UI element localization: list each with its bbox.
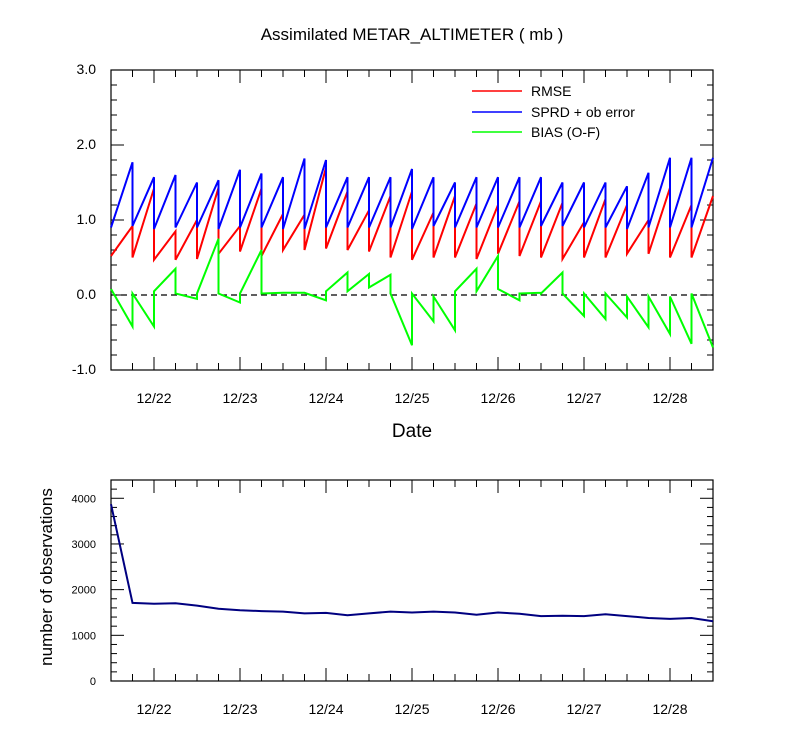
x-tick-label: 12/26 <box>480 701 515 717</box>
bottom-x-tick-labels: 12/22 12/23 12/24 12/25 12/26 12/27 12/28 <box>136 701 687 717</box>
y-tick-label: 1000 <box>72 630 96 642</box>
x-tick-label: 12/23 <box>222 390 257 406</box>
y-tick-label: 2.0 <box>77 136 97 152</box>
y-tick-label: 3000 <box>72 539 96 551</box>
x-tick-label: 12/27 <box>566 390 601 406</box>
y-tick-label: 4000 <box>72 493 96 505</box>
observation-count-line <box>110 503 714 623</box>
x-tick-label: 12/24 <box>308 390 343 406</box>
x-tick-label: 12/24 <box>308 701 343 717</box>
legend: RMSE SPRD + ob error BIAS (O-F) <box>472 83 635 140</box>
bias-line <box>110 238 714 348</box>
x-tick-label: 12/23 <box>222 701 257 717</box>
top-chart-title: Assimilated METAR_ALTIMETER ( mb ) <box>261 25 564 44</box>
y-tick-label: 0 <box>90 676 96 688</box>
x-tick-label: 12/22 <box>136 390 171 406</box>
y-tick-label: 2000 <box>72 585 96 597</box>
top-x-axis-label: Date <box>392 421 432 442</box>
sprd-line <box>110 157 714 230</box>
top-chart: Assimilated METAR_ALTIMETER ( mb ) -1.0 0… <box>72 25 714 442</box>
x-tick-label: 12/26 <box>480 390 515 406</box>
bottom-series-lines <box>110 503 714 623</box>
x-tick-label: 12/27 <box>566 701 601 717</box>
bottom-y-tick-labels: 0 1000 2000 3000 4000 <box>72 493 96 688</box>
bottom-y-axis-label: number of observations <box>37 488 56 666</box>
top-tick-marks <box>110 69 714 371</box>
legend-label-sprd: SPRD + ob error <box>531 104 635 120</box>
y-tick-label: 0.0 <box>77 286 97 302</box>
top-series-lines <box>110 157 714 348</box>
top-x-tick-labels: 12/22 12/23 12/24 12/25 12/26 12/27 12/28 <box>136 390 687 406</box>
x-tick-label: 12/22 <box>136 701 171 717</box>
x-tick-label: 12/28 <box>652 390 687 406</box>
y-tick-label: -1.0 <box>72 361 96 377</box>
bottom-tick-marks <box>110 479 714 682</box>
y-tick-label: 3.0 <box>77 61 97 77</box>
x-tick-label: 12/28 <box>652 701 687 717</box>
x-tick-label: 12/25 <box>394 390 429 406</box>
legend-label-rmse: RMSE <box>531 83 571 99</box>
legend-label-bias: BIAS (O-F) <box>531 124 600 140</box>
y-tick-label: 1.0 <box>77 211 97 227</box>
bottom-plot-frame <box>110 479 714 682</box>
x-tick-label: 12/25 <box>394 701 429 717</box>
top-y-tick-labels: -1.0 0.0 1.0 2.0 3.0 <box>72 61 96 377</box>
